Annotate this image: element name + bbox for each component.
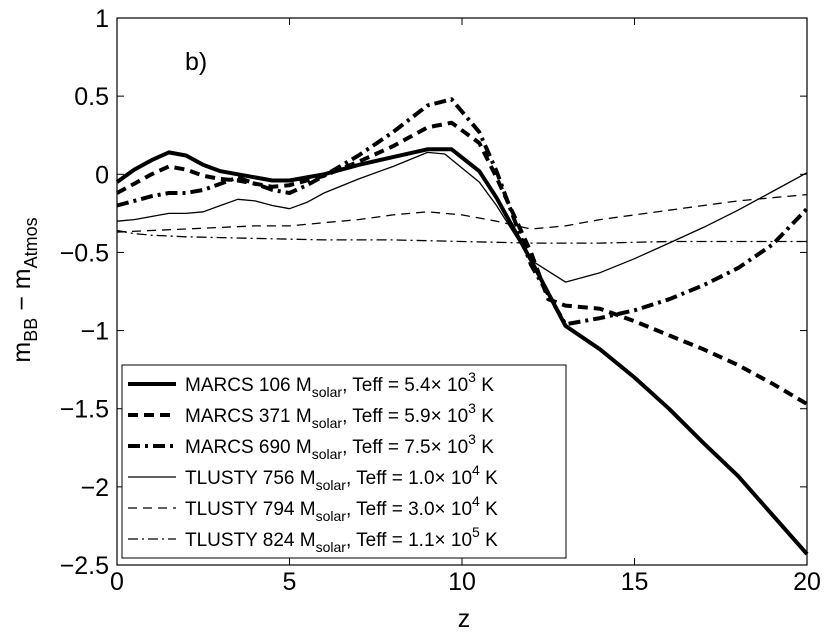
x-tick-label: 20: [793, 568, 821, 596]
y-tick-label: −2.5: [60, 552, 109, 580]
x-tick-label: 10: [448, 568, 476, 596]
axis-ticks: 0 5 10 15 20 −2.5 −2 −1.5 −1 −0.5 0 0.5 1: [60, 5, 821, 596]
x-tick-label: 15: [621, 568, 649, 596]
y-tick-label: −1.5: [60, 396, 109, 424]
legend-entry-1: MARCS 371 Msolar, Teff = 5.9× 103 K: [185, 400, 494, 431]
y-tick-label: 0.5: [74, 83, 109, 111]
series-line-5: [116, 229, 807, 244]
series-group: [115, 97, 809, 556]
y-tick-label: 0: [95, 161, 109, 189]
series-line-2: [116, 97, 809, 327]
series-line-3: [116, 151, 808, 283]
legend-entry-4: TLUSTY 794 Msolar, Teff = 3.0× 104 K: [185, 493, 498, 524]
legend-entry-0: MARCS 106 Msolar, Teff = 5.4× 103 K: [185, 369, 494, 400]
y-tick-label: 1: [95, 5, 109, 33]
legend-entry-2: MARCS 690 Msolar, Teff = 7.5× 103 K: [185, 431, 494, 462]
x-tick-label: 0: [110, 568, 124, 596]
panel-label: b): [185, 48, 207, 76]
x-axis-label: z: [458, 605, 471, 633]
y-tick-label: −1: [80, 318, 109, 346]
series-line-0: [115, 147, 809, 556]
y-axis-label: mBB − mAtmos: [8, 217, 41, 362]
legend-entry-5: TLUSTY 824 Msolar, Teff = 1.1× 105 K: [185, 524, 498, 555]
legend: MARCS 106 Msolar, Teff = 5.4× 103 KMARCS…: [121, 364, 567, 559]
legend-entry-3: TLUSTY 756 Msolar, Teff = 1.0× 104 K: [185, 462, 498, 493]
y-tick-label: −0.5: [60, 239, 109, 267]
x-tick-label: 5: [283, 568, 297, 596]
series-line-4: [116, 193, 808, 233]
series-line-1: [116, 120, 809, 406]
y-tick-label: −2: [80, 474, 109, 502]
